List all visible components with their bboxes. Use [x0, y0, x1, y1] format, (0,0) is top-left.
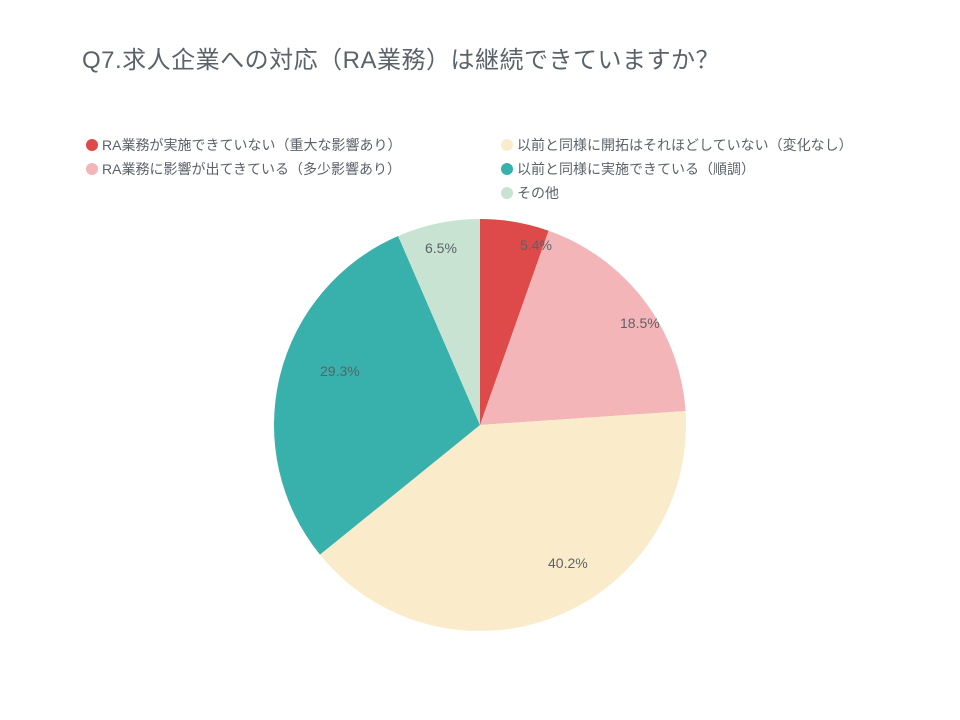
slice-percent-label: 5.4% — [520, 237, 552, 253]
legend-bullet-icon — [86, 163, 98, 175]
legend-item — [86, 183, 481, 203]
chart-container: Q7.求人企業への対応（RA業務）は継続できていますか？ RA業務が実施できてい… — [0, 0, 960, 720]
slice-percent-label: 29.3% — [320, 363, 360, 379]
legend-item: RA業務が実施できていない（重大な影響あり） — [86, 135, 481, 155]
legend: RA業務が実施できていない（重大な影響あり） 以前と同様に開拓はそれほどしていない… — [86, 135, 886, 207]
legend-item: その他 — [501, 183, 559, 203]
legend-bullet-icon — [86, 139, 98, 151]
legend-label: RA業務が実施できていない（重大な影響あり） — [102, 135, 401, 155]
pie-svg — [270, 215, 690, 635]
legend-bullet-icon — [501, 139, 513, 151]
legend-label: 以前と同様に実施できている（順調） — [517, 159, 755, 179]
legend-item: 以前と同様に開拓はそれほどしていない（変化なし） — [501, 135, 853, 155]
slice-percent-label: 18.5% — [620, 315, 660, 331]
page-title: Q7.求人企業への対応（RA業務）は継続できていますか？ — [82, 40, 720, 75]
legend-bullet-icon — [501, 187, 513, 199]
slice-percent-label: 6.5% — [425, 240, 457, 256]
pie-chart: 5.4% 18.5% 40.2% 29.3% 6.5% — [270, 215, 690, 635]
legend-label: 以前と同様に開拓はそれほどしていない（変化なし） — [517, 135, 853, 155]
legend-label: その他 — [517, 183, 559, 203]
legend-item: 以前と同様に実施できている（順調） — [501, 159, 755, 179]
legend-item: RA業務に影響が出てきている（多少影響あり） — [86, 159, 481, 179]
legend-label: RA業務に影響が出てきている（多少影響あり） — [102, 159, 401, 179]
legend-bullet-icon — [501, 163, 513, 175]
slice-percent-label: 40.2% — [548, 555, 588, 571]
